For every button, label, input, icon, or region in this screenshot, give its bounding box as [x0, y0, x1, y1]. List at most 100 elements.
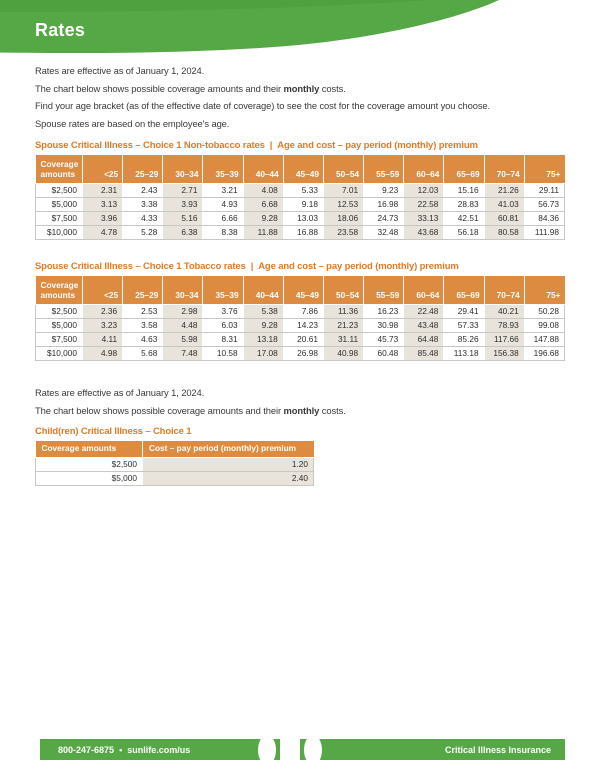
- column-header: 30–34: [162, 276, 203, 305]
- table-cell: 3.93: [162, 197, 203, 212]
- table-cell: $10,000: [35, 346, 83, 361]
- table-row: $2,500 1.20: [35, 457, 314, 472]
- table-cell: 5.16: [162, 211, 203, 226]
- table-cell: 7.86: [282, 304, 324, 319]
- table-cell: 28.83: [443, 197, 485, 212]
- table-cell: 40.98: [322, 346, 364, 361]
- spouse-nontobacco-rates-table: Coverage amounts <25 25–29 30–34 35–39 40–44 4…: [35, 155, 566, 240]
- table-header-row: Coverage amounts <25 25–29 30–34 35–39 40–44 4…: [35, 155, 565, 184]
- table-cell: 16.88: [282, 225, 324, 240]
- table-cell: 147.88: [523, 332, 566, 347]
- table-cell: 29.41: [443, 304, 485, 319]
- column-header: 40–44: [242, 276, 284, 305]
- footer-website-link[interactable]: sunlife.com/us: [127, 744, 191, 755]
- table-cell: $2,500: [35, 183, 83, 198]
- intro-line-1: Rates are effective as of January 1, 202…: [35, 65, 205, 76]
- table-cell: 2.40: [142, 471, 314, 486]
- table-cell: 11.88: [242, 225, 284, 240]
- intro-line-4: Spouse rates are based on the employee's…: [35, 117, 230, 129]
- column-header: 45–49: [282, 155, 324, 184]
- header-swoosh-dark: [0, 0, 430, 13]
- table-cell: 111.98: [523, 225, 566, 240]
- table-cell: 22.58: [403, 197, 444, 212]
- table-row: $7,500 4.11 4.63 5.98 8.31 13.18 20.61 31.11 45.…: [35, 332, 566, 347]
- table-cell: 2.43: [122, 183, 163, 198]
- intro-line-3: Find your age bracket (as of the effecti…: [35, 100, 491, 111]
- column-header: 55–59: [363, 276, 404, 305]
- emphasis-monthly: monthly: [283, 404, 320, 416]
- child-intro-line-2: The chart below shows possible coverage …: [35, 404, 346, 416]
- emphasis-monthly: monthly: [283, 82, 320, 94]
- column-header: 50–54: [322, 155, 364, 184]
- table-cell: $10,000: [35, 225, 83, 240]
- table-cell: 20.61: [282, 332, 324, 347]
- table-cell: 45.73: [363, 332, 404, 347]
- table-row: $2,500 2.36 2.53 2.98 3.76 5.38 7.86 11.36 16.23…: [35, 304, 566, 319]
- child-intro-paragraphs: Rates are effective as of January 1, 202…: [35, 387, 575, 423]
- table-cell: 9.18: [282, 197, 324, 212]
- table-cell: 4.33: [122, 211, 163, 226]
- table-cell: 10.58: [202, 346, 244, 361]
- column-header: 35–39: [202, 155, 244, 184]
- table-row: $5,000 2.40: [35, 471, 314, 486]
- section-title-nontobacco: Spouse Critical Illness – Choice 1 Non-t…: [35, 140, 478, 151]
- table-cell: 64.48: [403, 332, 444, 347]
- table-row: $5,000 3.13 3.38 3.93 4.93 6.68 9.18 12.53 16.98…: [35, 197, 566, 212]
- table-cell: 60.48: [363, 346, 404, 361]
- footer-bar-notch: [258, 734, 276, 765]
- footer-bar-notch: [304, 734, 322, 765]
- column-header: 35–39: [202, 276, 244, 305]
- intro-paragraphs: Rates are effective as of January 1, 202…: [35, 65, 575, 136]
- column-header: 75+: [523, 276, 565, 305]
- table-cell: 12.53: [322, 197, 364, 212]
- table-cell: 41.03: [483, 197, 525, 212]
- table-cell: 6.03: [202, 318, 244, 333]
- table-cell: 3.38: [122, 197, 163, 212]
- table-cell: 11.36: [322, 304, 364, 319]
- table-cell: 23.58: [322, 225, 364, 240]
- table-cell: 4.08: [242, 183, 284, 198]
- column-header: 70–74: [483, 276, 525, 305]
- table-cell: 4.11: [81, 332, 123, 347]
- footer-phone: 800-247-6875: [58, 744, 115, 755]
- table-cell: 2.31: [81, 183, 123, 198]
- table-cell: 5.33: [282, 183, 324, 198]
- table-cell: 7.01: [322, 183, 364, 198]
- column-header: 75+: [523, 155, 565, 184]
- table-row: $10,000 4.98 5.68 7.48 10.58 17.08 26.98 40.98 6…: [35, 346, 566, 361]
- column-header: <25: [81, 276, 123, 305]
- column-header: 70–74: [483, 155, 525, 184]
- table-cell: $7,500: [35, 211, 83, 226]
- table-cell: 42.51: [443, 211, 485, 226]
- column-header: 40–44: [242, 155, 284, 184]
- table-header-row: Coverage amounts <25 25–29 30–34 35–39 40–44 4…: [35, 276, 565, 305]
- table-cell: 43.48: [403, 318, 444, 333]
- table-cell: 6.38: [162, 225, 203, 240]
- table-cell: 4.63: [122, 332, 163, 347]
- table-cell: 43.68: [403, 225, 444, 240]
- table-cell: 3.23: [81, 318, 123, 333]
- table-cell: $5,000: [35, 318, 83, 333]
- table-cell: 16.23: [363, 304, 404, 319]
- table-cell: 4.93: [202, 197, 244, 212]
- footer-bullet: •: [119, 744, 123, 755]
- table-cell: 56.18: [443, 225, 485, 240]
- column-header: Cost – pay period (monthly) premium: [142, 441, 314, 458]
- table-cell: 3.76: [202, 304, 244, 319]
- table-cell: 22.48: [403, 304, 444, 319]
- table-cell: 60.81: [483, 211, 525, 226]
- column-header: Coverage amounts: [35, 276, 83, 305]
- table-cell: 14.23: [282, 318, 324, 333]
- table-cell: 57.33: [443, 318, 485, 333]
- table-cell: $5,000: [35, 197, 83, 212]
- table-cell: 2.71: [162, 183, 203, 198]
- table-header-row: Coverage amounts Cost – pay period (month…: [35, 441, 314, 458]
- child-rates-table: Coverage amounts Cost – pay period (month…: [35, 441, 314, 486]
- section-title-child: Child(ren) Critical Illness – Choice 1: [35, 426, 192, 437]
- table-cell: 113.18: [443, 346, 485, 361]
- table-cell: 5.98: [162, 332, 203, 347]
- table-cell: 24.73: [363, 211, 404, 226]
- table-cell: 56.73: [523, 197, 566, 212]
- table-cell: 15.16: [443, 183, 485, 198]
- footer-product-bar: Critical Illness Insurance: [300, 734, 565, 765]
